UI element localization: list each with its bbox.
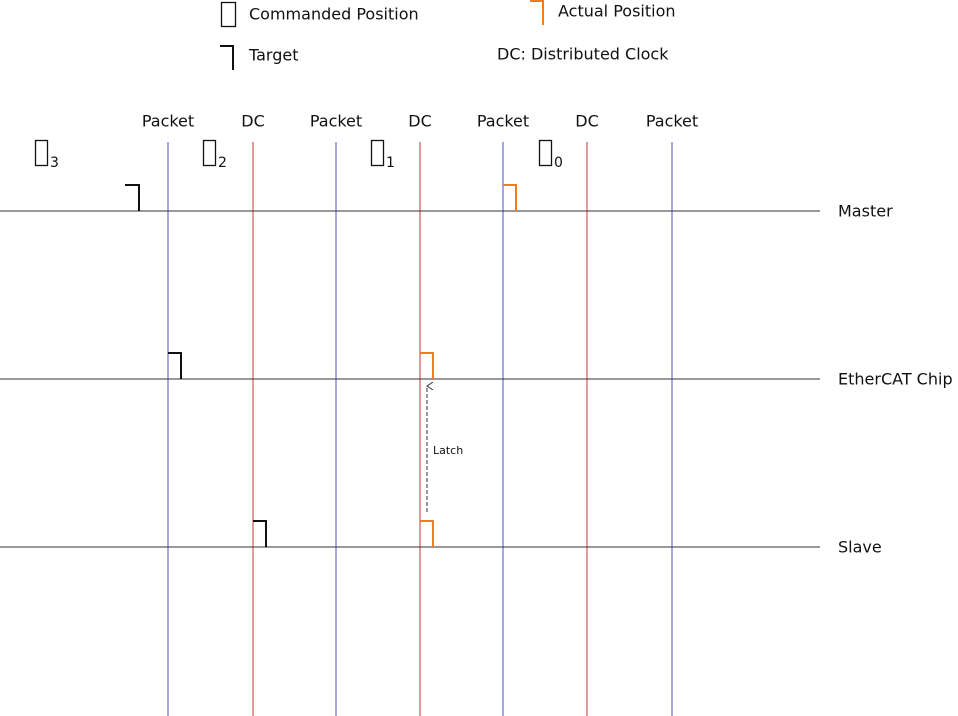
commanded-subscript: 1	[386, 155, 395, 171]
target-marker	[125, 184, 140, 211]
commanded-positions: 3 2 1 0	[34, 139, 563, 171]
lane-label: Slave	[838, 538, 882, 557]
actual-marker	[503, 184, 517, 211]
column-label: DC	[408, 112, 432, 131]
column-label: Packet	[646, 112, 698, 131]
commanded-subscript: 3	[50, 155, 59, 171]
commanded-subscript: 2	[218, 155, 227, 171]
legend-actual: Actual Position	[558, 2, 676, 21]
target-icon	[220, 45, 234, 70]
actual-icon	[530, 0, 544, 25]
legend-commanded: Commanded Position	[249, 5, 419, 24]
target-marker	[168, 352, 182, 379]
commanded-subscript: 0	[554, 155, 563, 171]
actual-markers	[420, 184, 517, 547]
column-label: DC	[241, 112, 265, 131]
actual-marker	[420, 352, 434, 379]
commanded-icon	[220, 1, 237, 28]
column-label: Packet	[142, 112, 194, 131]
latch-label: Latch	[433, 444, 463, 457]
lanes: Master EtherCAT Chip Slave	[0, 202, 953, 557]
columns: Packet DC Packet DC Packet DC Packet	[142, 112, 698, 716]
lane-label: EtherCAT Chip	[838, 370, 953, 389]
column-label: DC	[575, 112, 599, 131]
target-marker	[253, 520, 267, 547]
commanded-box	[202, 139, 217, 167]
commanded-box	[538, 139, 553, 167]
legend-dc: DC: Distributed Clock	[497, 45, 669, 64]
legend-target: Target	[248, 46, 299, 65]
column-label: Packet	[477, 112, 529, 131]
commanded-box	[370, 139, 385, 167]
lane-label: Master	[838, 202, 893, 221]
column-label: Packet	[310, 112, 362, 131]
target-markers	[125, 184, 267, 547]
commanded-box	[34, 139, 49, 167]
actual-marker	[420, 520, 434, 547]
